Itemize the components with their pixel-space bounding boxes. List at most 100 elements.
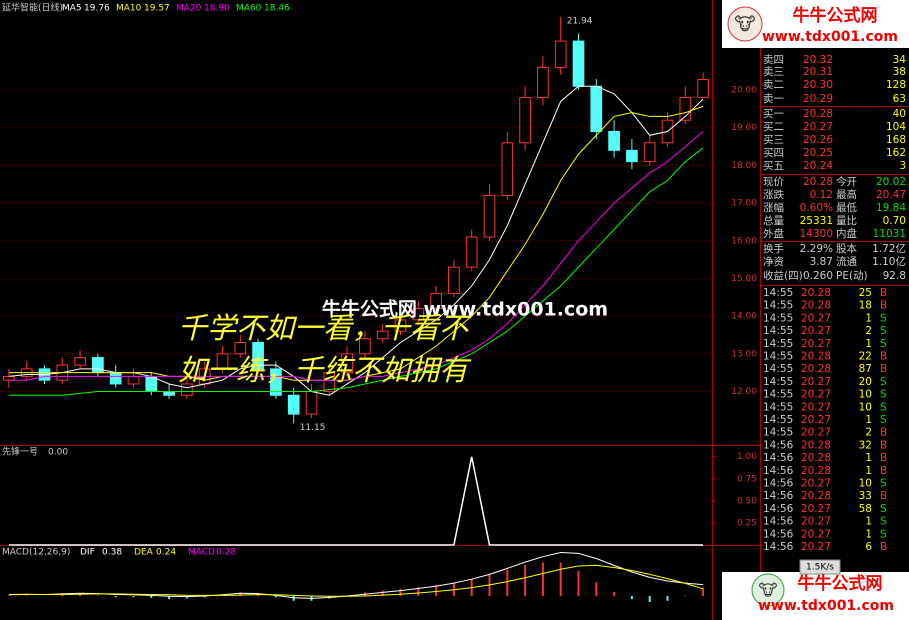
candle-body: [74, 357, 86, 366]
candle-body: [448, 266, 460, 295]
candle-body: [501, 142, 514, 197]
y-tick-label: 14.00: [731, 312, 757, 322]
y-tick-label: 12.00: [731, 387, 757, 397]
trade-volume: 22: [859, 351, 872, 363]
stat-value: 1.10亿: [872, 255, 906, 268]
legend-value: 0.28: [216, 548, 236, 558]
ask-label: 卖三: [763, 66, 784, 78]
trade-volume: 10: [859, 401, 872, 413]
macd-line: [8, 564, 704, 597]
bid-volume: 104: [886, 121, 906, 133]
legend-value: 18.46: [264, 4, 290, 14]
trade-time: 14:55: [763, 376, 793, 388]
trade-volume: 6: [865, 541, 872, 553]
ask-label: 卖四: [763, 54, 784, 66]
candle-body: [430, 293, 442, 310]
trade-volume: 1: [865, 452, 872, 464]
ask-price: 20.32: [803, 54, 833, 66]
speed: 1.5K/s: [806, 563, 834, 573]
trade-time: 14:56: [763, 528, 794, 540]
ask-volume: 34: [893, 54, 907, 66]
trade-volume: 87: [859, 363, 872, 375]
legend-name: MACD: [188, 548, 215, 558]
stat-value: 0.260: [803, 270, 833, 282]
trade-volume: 1: [865, 528, 872, 540]
trade-time: 14:55: [763, 389, 793, 401]
stat-label: 最高: [836, 188, 857, 201]
trade-side: B: [880, 439, 887, 451]
trade-price: 20.27: [801, 312, 831, 324]
trade-volume: 1: [865, 414, 872, 426]
trade-side: S: [880, 312, 887, 324]
trade-price: 20.27: [801, 338, 831, 350]
logo-url: www.tdx001.com: [762, 29, 898, 45]
trade-time: 14:55: [763, 287, 793, 299]
candle-body: [359, 338, 371, 355]
candle-body: [643, 142, 656, 163]
macd-line: [8, 551, 704, 599]
trade-side: B: [880, 465, 887, 477]
trade-volume: 2: [865, 325, 872, 337]
y-tick-label: 17.00: [731, 199, 757, 209]
trade-time: 14:55: [763, 338, 793, 350]
trade-volume: 1: [865, 516, 872, 528]
legend-name: MA20: [176, 4, 202, 14]
candle-body: [376, 330, 389, 340]
stat-label: 换手: [763, 242, 784, 255]
candle-body: [252, 342, 264, 370]
trade-price: 20.27: [801, 376, 831, 388]
stat-value: 92.8: [883, 270, 906, 282]
candle-body: [92, 357, 104, 374]
stat-label: PE(动): [836, 270, 868, 282]
candle-body: [109, 372, 122, 385]
candle-body: [145, 375, 158, 392]
stat-value: 0.60%: [800, 202, 833, 214]
trade-time: 14:56: [763, 452, 794, 464]
legend-value: 0.38: [102, 548, 122, 558]
ask-price: 20.29: [803, 93, 833, 105]
candle-body: [163, 390, 175, 396]
stat-value: 3.87: [810, 256, 833, 268]
trade-volume: 33: [859, 490, 872, 502]
legend-value: 19.76: [84, 4, 110, 14]
stat-label: 涨跌: [763, 188, 784, 201]
stat-label: 外盘: [763, 227, 784, 240]
logo-name: 牛牛公式网: [793, 5, 878, 26]
trade-time: 14:55: [763, 325, 793, 337]
candle-body: [519, 97, 531, 144]
svg-text:🐮: 🐮: [759, 581, 778, 600]
trade-volume: 25: [859, 287, 872, 299]
trade-side: B: [880, 300, 887, 312]
trade-volume: 2: [865, 427, 872, 439]
ask-label: 卖二: [763, 79, 784, 91]
trade-time: 14:56: [763, 490, 794, 502]
annotation: 11.15: [300, 423, 326, 433]
ask-label: 卖一: [763, 93, 784, 105]
stat-label: 量比: [836, 214, 857, 227]
trade-time: 14:55: [763, 401, 793, 413]
y-tick-label: 18.00: [731, 161, 757, 171]
stat-label: 内盘: [836, 227, 857, 240]
trade-side: S: [880, 376, 887, 388]
bid-label: 买三: [763, 134, 784, 146]
y-tick-label: 15.00: [731, 274, 757, 284]
trade-side: S: [880, 389, 887, 401]
trade-volume: 1: [865, 465, 872, 477]
candle-body: [590, 85, 603, 133]
trade-price: 20.28: [801, 363, 831, 375]
ask-volume: 38: [893, 66, 906, 78]
candle-body: [234, 342, 247, 355]
trade-price: 20.27: [801, 541, 831, 553]
trade-side: B: [880, 287, 887, 299]
candle-body: [270, 368, 282, 396]
trade-time: 14:56: [763, 503, 794, 515]
legend-name: MA60: [236, 4, 262, 14]
logo-url: www.tdx001.com: [758, 598, 894, 614]
slogan: 如一练，千练不如拥有: [178, 353, 472, 387]
trade-price: 20.28: [801, 351, 831, 363]
trade-price: 20.27: [801, 503, 831, 515]
bid-price: 20.26: [803, 134, 833, 146]
bid-volume: 162: [886, 147, 906, 159]
legend-name: MA5: [62, 4, 82, 14]
